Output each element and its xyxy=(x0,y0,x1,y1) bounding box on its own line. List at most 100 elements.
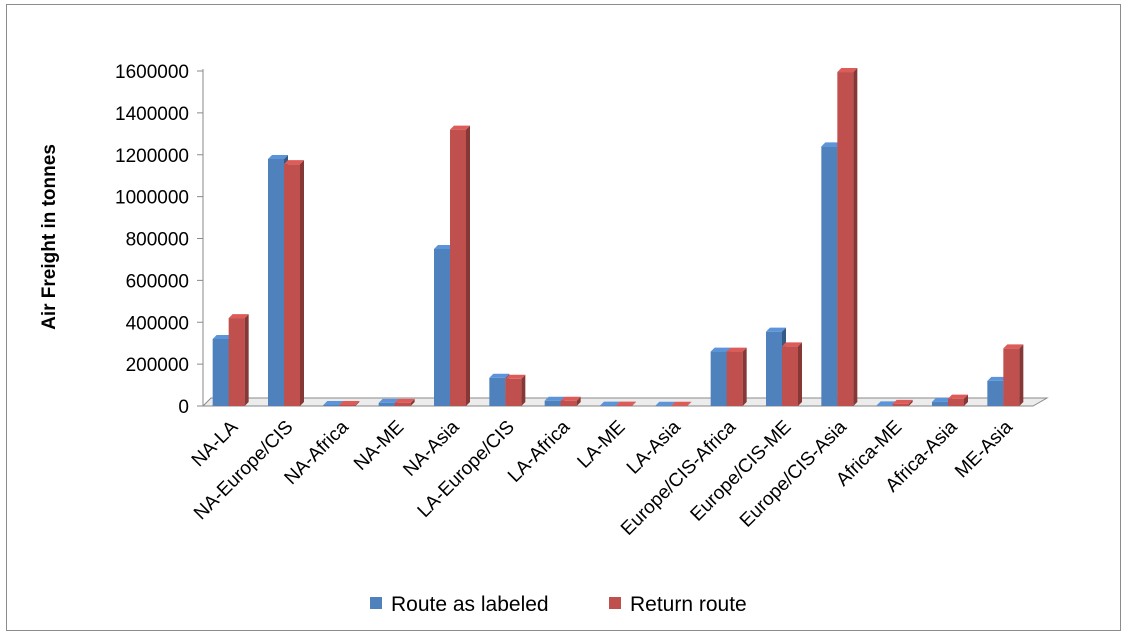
bar-return-route xyxy=(394,398,415,406)
bar-side xyxy=(576,396,581,406)
y-tick-label: 400000 xyxy=(126,313,189,334)
bar-return-route xyxy=(837,68,858,406)
bar-top xyxy=(987,376,1008,381)
bar-top xyxy=(766,327,786,332)
legend-label-return-route: Return route xyxy=(630,593,747,616)
bar-front xyxy=(932,401,948,406)
bar-return-route xyxy=(782,342,802,406)
bar-top xyxy=(489,373,510,378)
x-tick-label: LA-Europe/CIS xyxy=(414,417,519,522)
legend-swatch-return-route xyxy=(609,597,621,609)
bar-top xyxy=(821,142,842,147)
x-tick-label: LA-ME xyxy=(574,417,630,473)
bar-front xyxy=(339,404,356,406)
bar-top xyxy=(948,394,968,399)
bar-side xyxy=(521,374,526,406)
legend-swatch-route-as-labeled xyxy=(370,597,382,609)
bar-front xyxy=(394,402,411,406)
bar-side xyxy=(300,160,304,406)
bar-front xyxy=(268,158,284,406)
legend: Route as labeled Return route xyxy=(370,593,747,616)
bar-front xyxy=(489,377,506,406)
x-tick-label: ME-Asia xyxy=(951,416,1017,482)
y-tick-label: 1200000 xyxy=(115,146,189,167)
bar-top xyxy=(284,160,304,165)
bar-side xyxy=(632,401,636,406)
bar-side xyxy=(853,68,858,406)
bar-top xyxy=(505,374,526,379)
bar-front xyxy=(876,405,893,406)
bar-front xyxy=(782,346,798,406)
axes xyxy=(197,69,1049,407)
bar-top xyxy=(710,347,731,352)
bar-top xyxy=(1003,344,1024,349)
bar-top xyxy=(212,335,233,339)
bar-front xyxy=(284,164,300,406)
bar-front xyxy=(505,378,522,406)
bar-front xyxy=(600,405,616,407)
bar-front xyxy=(450,129,466,406)
bar-return-route xyxy=(560,396,581,406)
bar-top xyxy=(782,342,802,347)
bar-return-route xyxy=(948,394,968,406)
bar-top xyxy=(837,68,858,73)
bar-top xyxy=(394,398,415,403)
bar-front xyxy=(766,331,782,406)
bar-front xyxy=(228,318,245,406)
bar-return-route xyxy=(339,400,360,406)
bar-side xyxy=(908,399,913,406)
axis-labels: 0 200000 400000 600000 800000 1000000 1200000 1… xyxy=(115,62,1017,540)
x-tick-label: Europe/CIS-ME xyxy=(687,417,796,526)
bar-side xyxy=(466,125,470,406)
bar-top xyxy=(339,400,360,405)
bar-side xyxy=(687,401,692,406)
bar-front xyxy=(948,398,964,406)
bar-return-route xyxy=(284,160,304,406)
legend-label-route-as-labeled: Route as labeled xyxy=(391,593,549,616)
bar-top xyxy=(560,396,581,401)
bar-front xyxy=(821,146,838,406)
x-tick-label: NA-Europe/CIS xyxy=(190,417,297,524)
bar-top xyxy=(600,401,620,406)
bar-top xyxy=(544,396,565,401)
bar-return-route xyxy=(1003,344,1024,406)
bar-return-route xyxy=(505,374,526,406)
x-tick-label: LA-Africa xyxy=(504,416,574,486)
bar-side xyxy=(244,314,249,406)
bar-chart: 0 200000 400000 600000 800000 1000000 1200000 1… xyxy=(39,62,1049,616)
bar-return-route xyxy=(726,347,747,406)
bar-top xyxy=(228,314,249,319)
bar-front xyxy=(671,405,688,407)
y-tick-label: 600000 xyxy=(126,271,189,292)
bar-return-route xyxy=(450,125,470,406)
y-tick-label: 200000 xyxy=(126,355,189,376)
bar-top xyxy=(434,244,454,249)
bar-return-route xyxy=(228,314,249,406)
bar-front xyxy=(323,404,340,406)
y-tick-label: 1000000 xyxy=(115,188,189,209)
bar-return-route xyxy=(616,401,636,407)
bar-top xyxy=(932,397,952,402)
bar-front xyxy=(987,380,1004,406)
bar-top xyxy=(655,401,676,406)
bar-top xyxy=(616,401,636,406)
bar-front xyxy=(560,400,577,406)
bar-front xyxy=(892,403,909,406)
bar-front xyxy=(1003,348,1020,406)
bar-top xyxy=(726,347,747,352)
bar-top xyxy=(876,401,897,406)
bar-side xyxy=(798,342,802,406)
y-tick-label: 800000 xyxy=(126,230,189,251)
bar-top xyxy=(892,399,913,404)
bar-top xyxy=(671,401,692,406)
bar-top xyxy=(268,154,288,159)
chart-frame: 0 200000 400000 600000 800000 1000000 1200000 1… xyxy=(6,4,1121,631)
bar-return-route xyxy=(671,401,692,407)
y-tick-label: 1600000 xyxy=(115,62,189,83)
bar-front xyxy=(212,339,229,406)
bar-front xyxy=(655,405,672,407)
bar-side xyxy=(964,394,968,406)
bar-front xyxy=(616,405,632,407)
bar-side xyxy=(410,398,415,406)
bars xyxy=(212,68,1024,407)
